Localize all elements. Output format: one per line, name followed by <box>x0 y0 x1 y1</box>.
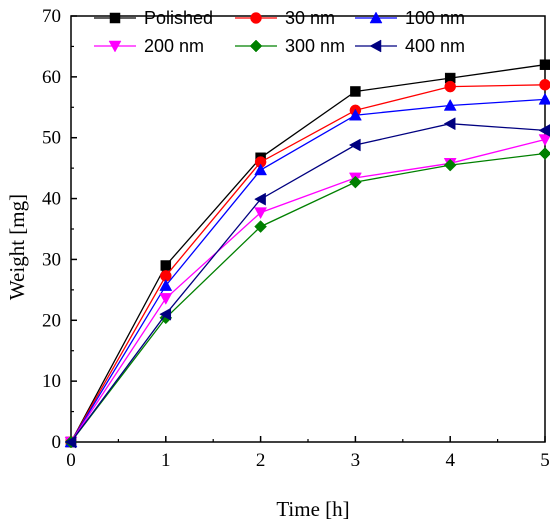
plot-frame <box>70 15 546 443</box>
data-point <box>539 79 550 91</box>
data-point <box>350 86 361 97</box>
data-point <box>538 134 550 147</box>
legend-marker <box>249 39 263 53</box>
series-line <box>70 64 546 443</box>
x-tick-label: 1 <box>161 450 171 471</box>
x-axis-title: Time [h] <box>276 497 349 521</box>
legend-label: Polished <box>144 8 213 28</box>
x-tick-label: 2 <box>256 450 266 471</box>
y-tick-label: 30 <box>42 249 61 270</box>
series-line <box>70 123 546 443</box>
y-tick-label: 50 <box>42 128 61 149</box>
legend: Polished 30 nm 100 nm 200 nm 300 nm 400 nm <box>94 8 465 56</box>
data-point <box>254 192 266 206</box>
data-point <box>443 117 456 131</box>
series-line <box>70 138 546 443</box>
data-point <box>348 138 361 152</box>
legend-label: 200 nm <box>144 36 204 56</box>
series-line <box>70 84 546 443</box>
series-30-nm <box>65 79 550 448</box>
x-tick-label: 3 <box>351 450 361 471</box>
data-point <box>159 279 173 291</box>
data-point <box>348 108 362 121</box>
series-200-nm <box>64 134 550 449</box>
data-point <box>254 163 268 176</box>
data-point <box>538 124 550 137</box>
legend-label: 30 nm <box>285 8 335 28</box>
legend-marker <box>108 40 122 53</box>
legend-item: 100 nm <box>355 8 465 28</box>
y-tick-label: 20 <box>42 310 61 331</box>
y-tick-label: 40 <box>42 189 61 210</box>
legend-item: 400 nm <box>355 36 465 56</box>
legend-item: 30 nm <box>235 8 335 28</box>
data-point <box>159 293 173 305</box>
data-point <box>443 158 457 172</box>
series-400-nm <box>64 117 550 449</box>
data-point <box>254 207 268 220</box>
legend-label: 400 nm <box>405 36 465 56</box>
legend-item: 300 nm <box>235 36 345 56</box>
data-point <box>349 175 362 189</box>
series-line <box>70 98 546 443</box>
y-tick-label: 10 <box>42 371 61 392</box>
data-point <box>444 80 456 93</box>
data-point <box>160 260 172 271</box>
x-tick-label: 5 <box>540 450 550 471</box>
data-point <box>159 307 172 321</box>
data-point <box>539 59 550 70</box>
series-line <box>70 152 546 443</box>
legend-marker <box>250 12 262 24</box>
legend-item: 200 nm <box>94 36 204 56</box>
y-tick-label: 60 <box>42 67 61 88</box>
y-tick-label: 70 <box>42 6 61 27</box>
y-axis-title: Weight [mg] <box>5 194 29 300</box>
legend-label: 100 nm <box>405 8 465 28</box>
x-tick-label: 4 <box>445 450 455 471</box>
series-300-nm <box>64 147 550 449</box>
data-point <box>64 435 77 449</box>
x-tick-label: 0 <box>66 450 76 471</box>
data-point <box>538 92 550 105</box>
y-tick-label: 0 <box>52 432 62 453</box>
legend-marker <box>369 39 382 53</box>
data-point <box>538 147 550 160</box>
data-point <box>443 98 457 111</box>
data-point <box>254 220 267 233</box>
series-polished <box>65 59 550 448</box>
legend-marker <box>109 12 121 24</box>
legend-item: Polished <box>94 8 213 28</box>
series-100-nm <box>64 92 550 448</box>
series-group <box>64 59 550 449</box>
legend-label: 300 nm <box>285 36 345 56</box>
legend-marker <box>369 11 383 24</box>
